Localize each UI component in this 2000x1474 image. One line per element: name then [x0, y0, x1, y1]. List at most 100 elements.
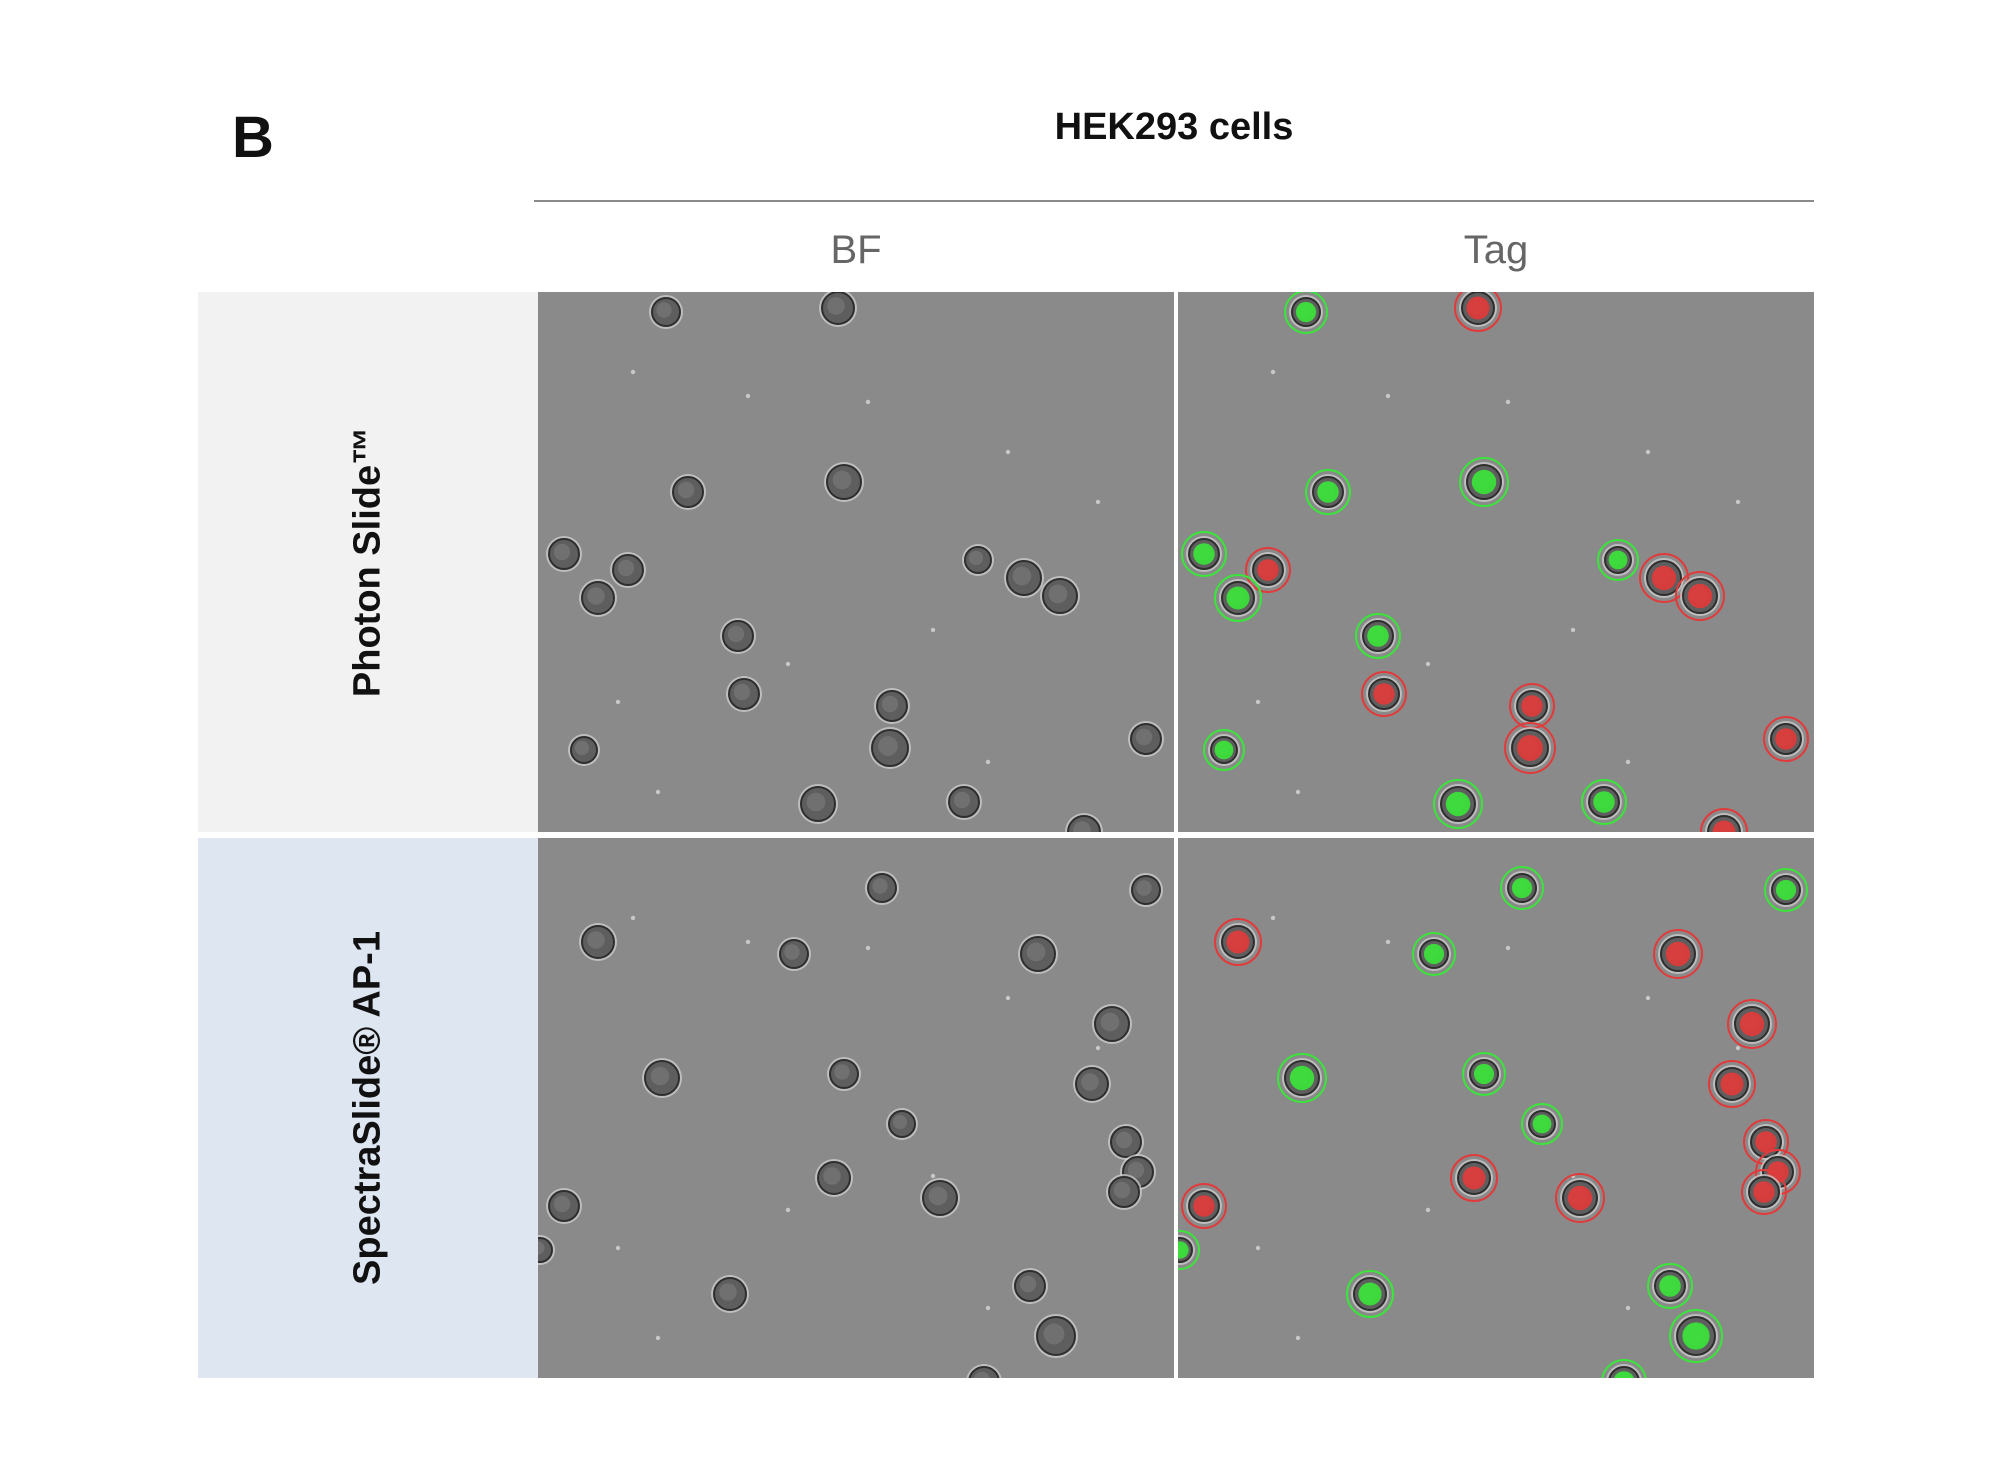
debris-particle	[1005, 449, 1011, 455]
debris-particle	[1270, 915, 1276, 921]
detection-ring	[1669, 1309, 1723, 1363]
detection-ring	[1178, 1230, 1200, 1270]
title-divider	[534, 200, 1814, 202]
detection-ring	[1245, 547, 1291, 593]
debris-particle	[1005, 995, 1011, 1001]
cell	[874, 688, 910, 724]
debris-particle	[985, 1305, 991, 1311]
cell	[670, 474, 706, 510]
debris-particle	[785, 1207, 791, 1213]
fluorescence-signal	[1613, 1371, 1635, 1378]
cell	[1521, 1103, 1563, 1145]
debris-particle	[1570, 627, 1576, 633]
cell	[1305, 469, 1351, 515]
fluorescence-signal	[1720, 1072, 1744, 1096]
debris-particle	[985, 759, 991, 765]
debris-particle	[1645, 449, 1651, 455]
cell	[1129, 873, 1163, 907]
cell	[546, 536, 582, 572]
micrograph-spectraslide-bf	[538, 838, 1174, 1378]
fluorescence-signal	[1517, 735, 1543, 761]
micrograph-photon-tag	[1178, 292, 1814, 832]
debris-particle	[930, 1173, 936, 1179]
debris-particle	[1735, 1045, 1741, 1051]
fluorescence-signal	[1367, 625, 1389, 647]
detection-ring	[1355, 613, 1401, 659]
cell	[1433, 779, 1483, 829]
fluorescence-signal	[1739, 1011, 1765, 1037]
cell	[1004, 558, 1044, 598]
fluorescence-signal	[1193, 1195, 1215, 1217]
cell	[1178, 1230, 1200, 1270]
cell	[1450, 1154, 1498, 1202]
cell	[1214, 574, 1262, 622]
fluorescence-signal	[1651, 565, 1677, 591]
fluorescence-signal	[1423, 943, 1445, 965]
cell	[1647, 1263, 1693, 1309]
row-label-spectraslide: SpectraSlide® AP-1	[198, 838, 538, 1378]
cell	[1581, 779, 1627, 825]
column-header-bf: BF	[830, 228, 882, 272]
fluorescence-signal	[1226, 930, 1250, 954]
cell	[777, 937, 811, 971]
debris-particle	[865, 399, 871, 405]
cell	[819, 292, 857, 327]
fluorescence-signal	[1289, 1065, 1315, 1091]
debris-particle	[1385, 939, 1391, 945]
cell	[1012, 1268, 1048, 1304]
cell	[1700, 808, 1748, 832]
detection-ring	[1764, 868, 1808, 912]
debris-particle	[1295, 789, 1301, 795]
detection-ring	[1412, 932, 1456, 976]
cell	[1245, 547, 1291, 593]
cell	[946, 784, 982, 820]
fluorescence-signal	[1753, 1181, 1775, 1203]
debris-particle	[655, 789, 661, 795]
cell	[1040, 576, 1080, 616]
fluorescence-signal	[1193, 543, 1215, 565]
debris-particle	[1645, 995, 1651, 1001]
debris-particle	[865, 945, 871, 951]
field-background	[1178, 838, 1814, 1378]
cell	[1181, 531, 1227, 577]
detection-ring	[1346, 1270, 1394, 1318]
debris-particle	[785, 661, 791, 667]
cell	[1108, 1124, 1144, 1160]
debris-particle	[1505, 945, 1511, 951]
detection-ring	[1700, 808, 1748, 832]
detection-ring	[1581, 779, 1627, 825]
detection-ring	[1181, 531, 1227, 577]
cell	[1500, 866, 1544, 910]
detection-ring	[1555, 1173, 1605, 1223]
detection-ring	[1639, 553, 1689, 603]
cell	[1361, 671, 1407, 717]
fluorescence-signal	[1462, 1166, 1486, 1190]
cell	[920, 1178, 960, 1218]
cell	[1639, 553, 1689, 603]
cell	[1708, 1060, 1756, 1108]
fluorescence-signal	[1775, 879, 1797, 901]
fluorescence-signal	[1755, 1131, 1777, 1153]
cell	[1203, 729, 1245, 771]
detection-ring	[1653, 929, 1703, 979]
fluorescence-signal	[1532, 1114, 1552, 1134]
debris-particle	[1505, 399, 1511, 405]
detection-ring	[1181, 1183, 1227, 1229]
fluorescence-signal	[1521, 695, 1543, 717]
cell	[579, 923, 617, 961]
micrograph-spectraslide-tag	[1178, 838, 1814, 1378]
detection-ring	[1500, 866, 1544, 910]
cell	[1277, 1053, 1327, 1103]
row-label-photon-slide-text: Photon Slide™	[346, 426, 389, 698]
detection-ring	[1708, 1060, 1756, 1108]
cell	[1504, 722, 1556, 774]
fluorescence-signal	[1466, 296, 1490, 320]
debris-particle	[1735, 499, 1741, 505]
cell	[827, 1057, 861, 1091]
debris-particle	[1385, 393, 1391, 399]
debris-particle	[615, 699, 621, 705]
cell	[568, 734, 600, 766]
cell	[1764, 868, 1808, 912]
cell	[1653, 929, 1703, 979]
cell	[966, 1364, 1002, 1378]
